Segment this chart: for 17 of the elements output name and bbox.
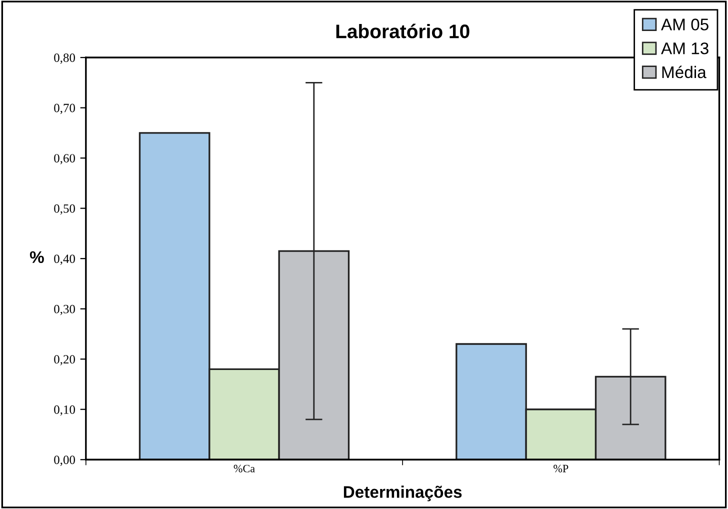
x-tick-label: %Ca bbox=[234, 464, 255, 472]
y-tick-label: 0,40 bbox=[54, 254, 76, 265]
x-axis-title: Determinações bbox=[344, 486, 462, 502]
legend-label: Média bbox=[662, 66, 706, 78]
y-tick-label: 0,10 bbox=[54, 405, 76, 416]
y-axis-title: % bbox=[30, 251, 44, 264]
y-tick-label: 0,00 bbox=[54, 456, 76, 466]
y-tick-label: 0,70 bbox=[54, 104, 76, 114]
legend-label: AM 13 bbox=[661, 42, 708, 54]
y-tick-label: 0,80 bbox=[54, 54, 76, 64]
y-tick-label: 0,60 bbox=[54, 154, 76, 164]
chart-title: Laboratório 10 bbox=[336, 24, 470, 38]
legend-label: AM 05 bbox=[661, 18, 708, 30]
x-tick-label: %P bbox=[554, 464, 568, 472]
y-tick-label: 0,30 bbox=[54, 304, 76, 316]
y-tick-label: 0,50 bbox=[54, 204, 76, 215]
y-tick-label: 0,20 bbox=[54, 355, 76, 366]
